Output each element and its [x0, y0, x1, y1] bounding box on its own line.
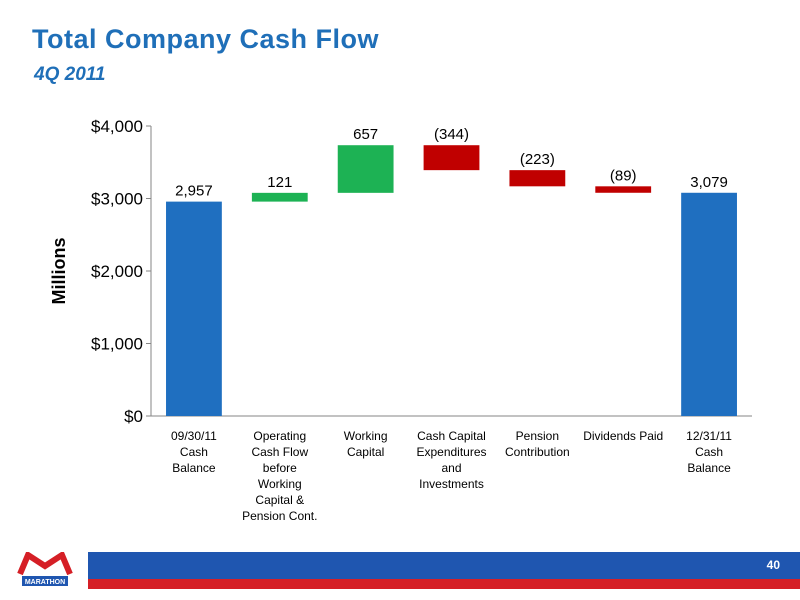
logo-text: MARATHON: [25, 579, 65, 586]
footer-red-band: [88, 579, 800, 589]
bar-decrease: [595, 186, 652, 193]
y-axis-label: Millions: [49, 238, 69, 305]
bar-total: [166, 201, 222, 416]
page-number: 40: [766, 558, 780, 572]
category-label: Operating Cash Flow before Working Capital &…: [242, 429, 317, 523]
category-label: 12/31/11 Cash Balance: [686, 429, 732, 475]
data-label: 121: [267, 174, 292, 191]
data-label: (223): [520, 151, 555, 168]
data-label: 657: [353, 126, 378, 143]
category-label: Pension Contribution: [505, 429, 570, 459]
slide-title: Total Company Cash Flow: [32, 24, 380, 54]
slide-subtitle: 4Q 2011: [34, 64, 106, 85]
bar-decrease: [509, 170, 566, 187]
footer-blue-band: [88, 552, 800, 579]
category-label: 09/30/11 Cash Balance: [171, 429, 217, 475]
waterfall-chart: $0 $1,000 $2,000 $3,000 $4,000 Millions 2,957 0…: [49, 117, 752, 523]
y-tick-label: $1,000: [91, 335, 143, 354]
footer-bar: 40: [88, 552, 800, 590]
category-label: Cash Capital Expenditures and Investments: [416, 429, 486, 491]
data-label: 3,079: [690, 174, 728, 191]
category-label: Dividends Paid: [583, 429, 663, 443]
y-tick-label: $4,000: [91, 117, 143, 136]
bar-increase: [251, 192, 308, 202]
y-tick-label: $0: [124, 407, 143, 426]
data-label: (344): [434, 126, 469, 143]
bar-total: [681, 192, 737, 416]
data-label: 2,957: [175, 183, 213, 200]
bar-increase: [337, 145, 394, 193]
marathon-logo: MARATHON: [16, 550, 74, 592]
data-label: (89): [610, 167, 637, 184]
y-tick-label: $2,000: [91, 262, 143, 281]
y-tick-label: $3,000: [91, 190, 143, 209]
bar-decrease: [423, 145, 480, 171]
category-label: Working Capital: [344, 429, 388, 459]
